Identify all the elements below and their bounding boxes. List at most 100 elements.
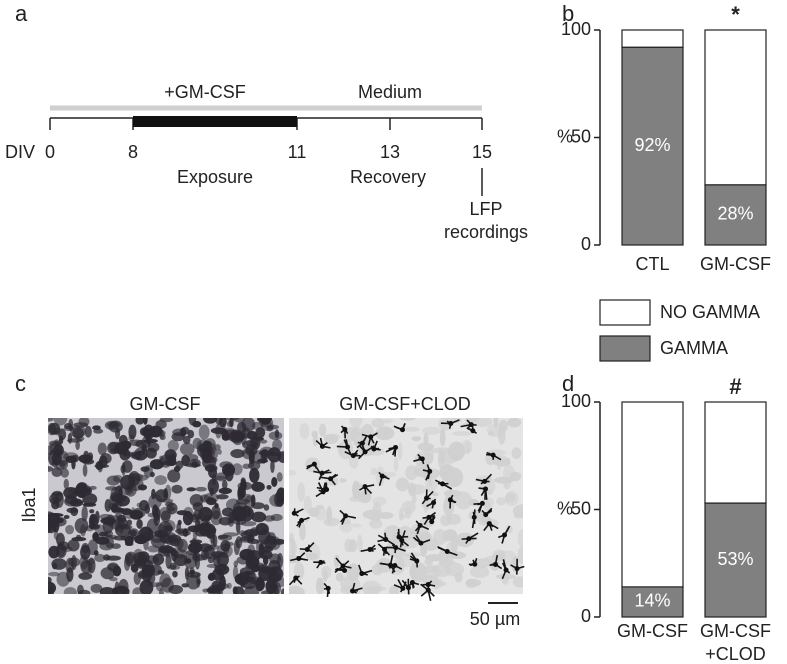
cell: [265, 578, 278, 594]
cell: [411, 436, 422, 442]
microglia-soma: [296, 555, 302, 561]
microglia-soma: [359, 440, 365, 446]
microglia-soma: [359, 571, 365, 577]
cell: [75, 440, 80, 451]
cell: [114, 581, 120, 594]
y-axis-label: %: [557, 126, 573, 146]
cell: [60, 468, 69, 478]
cell: [290, 537, 296, 557]
cell: [395, 477, 410, 492]
cell: [153, 514, 161, 526]
cell: [113, 507, 126, 513]
cell: [326, 506, 333, 524]
cell: [71, 458, 76, 470]
cell: [175, 528, 188, 534]
bar-segment: [704, 401, 767, 504]
cell: [48, 571, 60, 577]
micrograph: [289, 418, 523, 594]
cell: [63, 478, 69, 490]
cell: [167, 469, 181, 483]
microglia-soma: [342, 426, 348, 432]
cell: [241, 429, 247, 446]
cell: [233, 560, 239, 568]
cell: [371, 418, 385, 428]
microglia-soma: [371, 446, 377, 452]
cell: [401, 500, 416, 514]
cell: [51, 467, 63, 478]
cell: [269, 451, 281, 457]
cell: [223, 544, 230, 555]
cell: [424, 558, 433, 566]
cell: [177, 519, 182, 526]
cell: [171, 484, 183, 494]
cell: [93, 428, 104, 434]
microglia-soma: [472, 561, 478, 567]
cell: [122, 460, 133, 473]
medium-label: Medium: [358, 82, 422, 102]
cell: [249, 467, 260, 483]
cell: [152, 553, 165, 566]
cell: [84, 425, 92, 438]
cell: [397, 442, 403, 460]
cell: [136, 502, 143, 508]
microglia-soma: [514, 566, 520, 572]
x-tick-label: GM-CSF: [617, 621, 688, 641]
cell: [464, 418, 480, 423]
microglia-soma: [393, 444, 399, 450]
cell: [309, 543, 321, 563]
cell: [79, 555, 89, 570]
microglia-soma: [466, 536, 472, 542]
exposure-bar: [133, 116, 297, 127]
cell: [124, 541, 134, 547]
bar-segment: [704, 29, 767, 186]
cell: [160, 510, 171, 523]
cell: [65, 557, 75, 574]
cell: [120, 474, 136, 490]
cell: [190, 513, 201, 523]
cell: [251, 421, 264, 430]
cell: [135, 418, 145, 425]
cell: [63, 514, 70, 520]
cell: [51, 459, 59, 468]
microglia-soma: [291, 510, 297, 516]
cell: [132, 474, 149, 481]
microglia-soma: [311, 461, 317, 467]
cells: [289, 418, 523, 594]
cell: [251, 481, 265, 492]
timeline-tick-label: 0: [45, 142, 55, 162]
cell: [270, 459, 275, 473]
cell: [68, 487, 85, 496]
cell: [245, 443, 258, 457]
cell: [95, 536, 110, 545]
cell: [219, 575, 226, 591]
cell: [63, 422, 73, 430]
cell: [184, 566, 190, 580]
cell: [205, 497, 217, 506]
microglia-soma: [342, 567, 348, 573]
microglia-soma: [440, 481, 446, 487]
microglia-soma: [406, 585, 412, 591]
cell: [274, 429, 280, 439]
y-tick-label: 100: [561, 391, 591, 411]
cell: [106, 421, 121, 428]
cell: [247, 550, 262, 561]
cell: [185, 463, 201, 468]
cell: [517, 546, 523, 565]
cell: [371, 563, 384, 576]
microglia-soma: [368, 434, 374, 440]
cell: [78, 572, 93, 580]
cell: [56, 517, 64, 524]
panel-letter: a: [15, 1, 28, 26]
cell: [239, 567, 255, 576]
microglia-soma: [482, 478, 488, 484]
cell: [183, 553, 198, 569]
cell: [240, 535, 253, 542]
bar-segment: [704, 184, 767, 246]
cell: [145, 447, 157, 459]
bar-segment: [621, 586, 684, 618]
cell: [186, 571, 201, 578]
cell: [198, 443, 204, 453]
cell: [118, 486, 134, 496]
cell: [137, 484, 148, 491]
cell: [240, 483, 248, 490]
